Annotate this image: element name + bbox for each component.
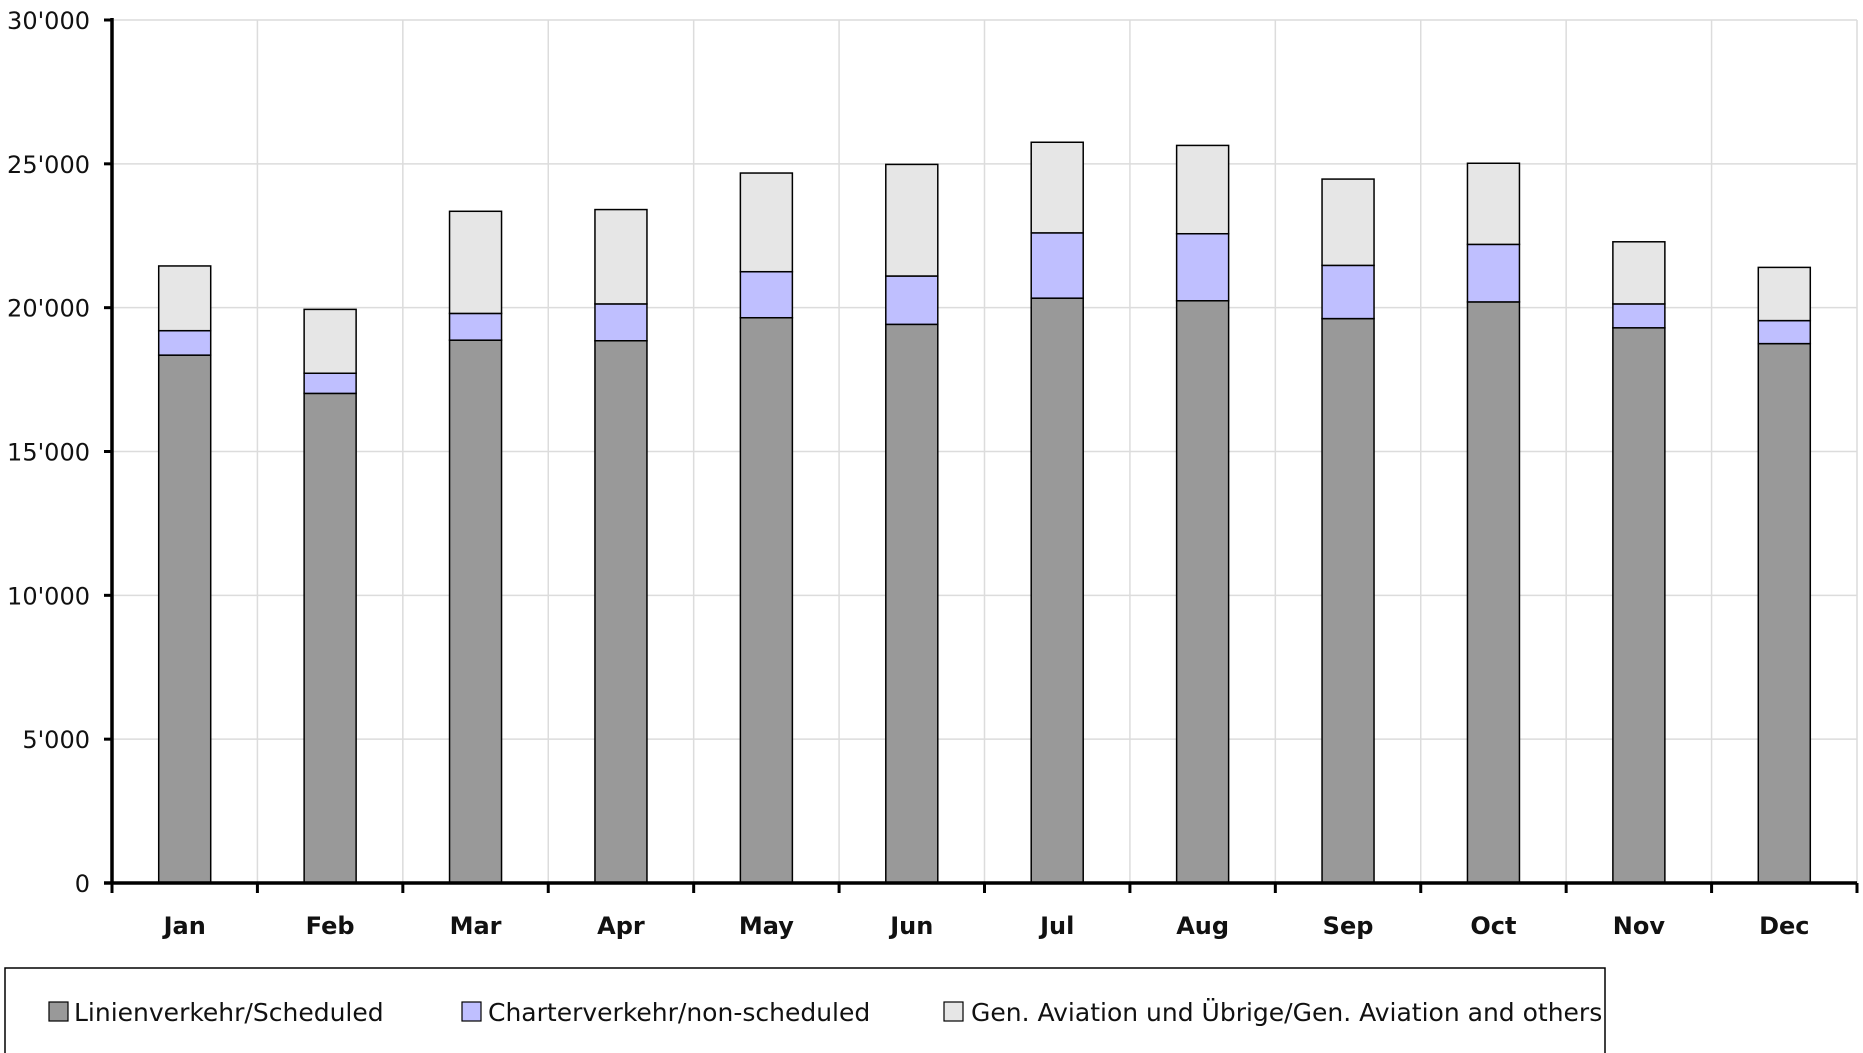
bar-general-aviation-jan — [157, 265, 212, 332]
axes — [104, 18, 1859, 893]
bar-scheduled-dec — [1757, 342, 1812, 884]
legend-swatch-general-aviation — [943, 1001, 964, 1022]
y-axis-tick-labels: 0 5'000 10'000 15'000 20'000 25'000 30'000 — [7, 7, 90, 898]
legend-label-scheduled: Linienverkehr/Scheduled — [74, 998, 384, 1027]
x-tick-label: Mar — [450, 912, 502, 940]
legend-swatch-non-scheduled — [461, 1001, 482, 1022]
bar-non-scheduled-oct — [1466, 243, 1521, 303]
bar-non-scheduled-mar — [448, 312, 503, 341]
legend-swatch-scheduled — [48, 1001, 69, 1022]
x-tick-label: Oct — [1470, 912, 1516, 940]
x-tick-label: Apr — [597, 912, 645, 940]
legend-label-general-aviation: Gen. Aviation und Übrige/Gen. Aviation a… — [971, 998, 1602, 1027]
bar-non-scheduled-sep — [1321, 264, 1375, 320]
bar-scheduled-apr — [594, 339, 648, 884]
gridlines — [112, 19, 1858, 883]
y-tick-label: 20'000 — [7, 295, 90, 323]
bar-scheduled-jan — [157, 354, 212, 884]
y-tick-label: 10'000 — [7, 582, 90, 610]
y-tick-label: 30'000 — [7, 7, 90, 35]
bar-scheduled-feb — [303, 392, 357, 884]
bar-general-aviation-apr — [594, 208, 648, 305]
bar-non-scheduled-may — [739, 270, 794, 319]
bar-scheduled-may — [739, 316, 794, 884]
bar-scheduled-mar — [448, 339, 503, 884]
x-tick-label: Jul — [1038, 912, 1074, 940]
y-tick-label: 5'000 — [22, 726, 90, 754]
bar-general-aviation-dec — [1757, 266, 1812, 322]
y-tick-label: 25'000 — [7, 151, 90, 179]
x-tick-label: Jan — [162, 912, 206, 940]
x-tick-label: Aug — [1176, 912, 1229, 940]
bar-scheduled-jun — [885, 323, 939, 884]
bar-non-scheduled-nov — [1612, 303, 1666, 329]
y-tick-label: 0 — [75, 870, 90, 898]
bar-general-aviation-may — [739, 172, 794, 273]
bar-scheduled-oct — [1466, 301, 1521, 884]
bar-non-scheduled-apr — [594, 303, 648, 342]
x-tick-label: May — [739, 912, 794, 940]
bar-scheduled-jul — [1030, 297, 1084, 884]
bar-general-aviation-nov — [1612, 241, 1666, 305]
bar-general-aviation-jul — [1030, 141, 1084, 234]
bar-general-aviation-mar — [448, 210, 503, 315]
bar-non-scheduled-aug — [1175, 232, 1230, 302]
legend-box — [4, 967, 1606, 1053]
bar-general-aviation-sep — [1321, 178, 1375, 267]
x-axis-tick-labels: Jan Feb Mar Apr May Jun Jul Aug Sep Oct Nov Dec — [162, 912, 1810, 940]
bar-general-aviation-aug — [1175, 144, 1230, 235]
x-tick-label: Nov — [1613, 912, 1666, 940]
legend-label-non-scheduled: Charterverkehr/non-scheduled — [488, 998, 870, 1027]
bar-scheduled-sep — [1321, 317, 1375, 884]
bar-non-scheduled-jan — [157, 329, 212, 356]
bar-non-scheduled-jul — [1030, 232, 1084, 299]
bar-scheduled-nov — [1612, 327, 1666, 884]
x-tick-label: Dec — [1759, 912, 1809, 940]
x-tick-label: Sep — [1323, 912, 1374, 940]
x-tick-label: Feb — [306, 912, 355, 940]
bar-scheduled-aug — [1175, 300, 1230, 884]
x-tick-label: Jun — [888, 912, 933, 940]
bar-non-scheduled-jun — [885, 275, 939, 326]
bar-non-scheduled-feb — [303, 372, 357, 395]
bar-non-scheduled-dec — [1757, 319, 1812, 345]
y-tick-label: 15'000 — [7, 439, 90, 467]
legend: Linienverkehr/Scheduled Charterverkehr/n… — [4, 967, 1606, 1053]
bar-general-aviation-oct — [1466, 162, 1521, 246]
bar-general-aviation-feb — [303, 308, 357, 375]
bar-general-aviation-jun — [885, 163, 939, 277]
